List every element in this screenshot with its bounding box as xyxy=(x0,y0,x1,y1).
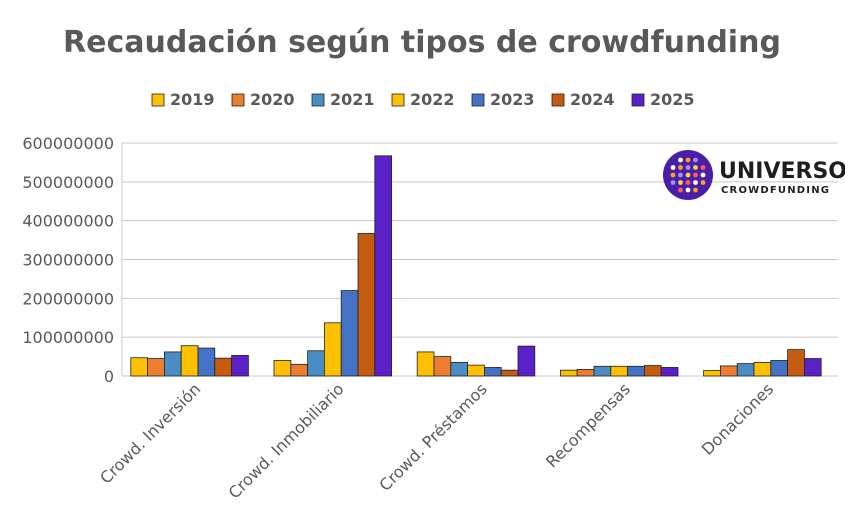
logo-name: UNIVERSO xyxy=(719,159,845,184)
bar-2023-0 xyxy=(197,347,216,377)
bar-2022-1 xyxy=(323,322,342,377)
bar-2025-2 xyxy=(517,345,536,377)
bar-2025-4 xyxy=(804,358,822,377)
x-tick-label: Crowd. Préstamos xyxy=(375,379,490,494)
bar-2020-0 xyxy=(147,358,165,377)
legend-label: 2021 xyxy=(330,90,375,109)
legend-swatch-2020 xyxy=(231,93,245,107)
bar-2022-0 xyxy=(180,345,199,377)
legend-label: 2020 xyxy=(250,90,295,109)
legend-label: 2019 xyxy=(170,90,215,109)
bar-2020-3 xyxy=(576,368,595,377)
legend-swatch-2025 xyxy=(631,93,645,107)
y-tick-label: 100000000 xyxy=(22,328,114,347)
logo-dot xyxy=(678,157,683,163)
bar-2024-0 xyxy=(214,357,233,377)
logo-dot xyxy=(693,187,698,193)
bar-2019-0 xyxy=(130,357,149,377)
legend: 2019 2020 2021 2022 2023 2024 2025 xyxy=(151,90,695,109)
logo-dot xyxy=(700,172,706,178)
logo-dot xyxy=(693,180,698,185)
logo-dot xyxy=(700,180,706,185)
logo-dot xyxy=(678,172,683,178)
legend-label: 2024 xyxy=(570,90,615,109)
legend-swatch-2023 xyxy=(471,93,485,107)
bar-2019-4 xyxy=(703,370,721,377)
bar-2023-1 xyxy=(340,290,359,377)
chart-title: Recaudación según tipos de crowdfunding xyxy=(63,25,781,60)
gridlines xyxy=(121,142,838,377)
logo-subtitle: CROWDFUNDING xyxy=(721,185,830,196)
bar-2023-4 xyxy=(770,360,788,377)
bar-2019-3 xyxy=(560,369,578,377)
logo-dot xyxy=(678,187,683,193)
y-tick-label: 600000000 xyxy=(22,134,114,153)
bar-2025-0 xyxy=(231,355,249,377)
legend-label: 2022 xyxy=(410,90,455,109)
x-tick-label: Donaciones xyxy=(698,379,777,458)
bar-2020-4 xyxy=(720,365,738,377)
logo-dot xyxy=(678,165,683,170)
x-tick-label: Recompensas xyxy=(542,379,634,471)
bar-2022-2 xyxy=(467,364,485,377)
y-tick-label: 400000000 xyxy=(22,212,114,231)
bar-2021-1 xyxy=(307,350,325,377)
bar-2021-0 xyxy=(163,351,182,377)
bar-2019-1 xyxy=(273,360,292,377)
bar-2022-3 xyxy=(610,365,628,377)
legend-label: 2025 xyxy=(650,90,695,109)
bar-2020-2 xyxy=(433,356,452,377)
legend-label: 2023 xyxy=(490,90,535,109)
logo-dot xyxy=(693,157,698,163)
y-axis-ticks: 0 100000000 200000000 300000000 400000000 500… xyxy=(22,134,114,386)
bar-2021-3 xyxy=(593,365,612,377)
legend-swatch-2021 xyxy=(311,93,325,107)
logo-dots xyxy=(670,157,706,193)
logo-dot xyxy=(670,172,676,178)
bar-2024-1 xyxy=(357,233,376,377)
logo-dot xyxy=(700,165,706,170)
logo-dot xyxy=(685,187,691,193)
logo-dot xyxy=(693,172,698,178)
logo-dot xyxy=(670,180,676,185)
x-tick-label: Crowd. Inmobiliario xyxy=(225,379,348,502)
logo-dot xyxy=(693,165,698,170)
logo-dot xyxy=(685,157,691,163)
bar-2021-4 xyxy=(736,363,755,377)
logo-dot xyxy=(685,172,691,178)
logo-dot xyxy=(685,165,691,170)
y-tick-label: 500000000 xyxy=(22,173,114,192)
bar-2025-1 xyxy=(374,155,392,377)
legend-swatch-2019 xyxy=(151,93,165,107)
logo-dot xyxy=(670,165,676,170)
bar-2024-4 xyxy=(787,349,805,377)
bar-2022-4 xyxy=(753,362,772,377)
y-tick-label: 0 xyxy=(104,367,114,386)
bar-2024-2 xyxy=(500,369,519,377)
bar-2023-2 xyxy=(483,367,502,377)
bar-2021-2 xyxy=(450,362,468,377)
bar-2024-3 xyxy=(644,365,662,377)
bars xyxy=(130,155,822,377)
logo-dot xyxy=(685,180,691,185)
x-axis-ticks: Crowd. Inversión Crowd. Inmobiliario Crowd… xyxy=(96,379,777,502)
bar-2023-3 xyxy=(627,365,645,377)
bar-2020-1 xyxy=(290,363,308,377)
bar-2025-3 xyxy=(660,367,679,377)
x-tick-label: Crowd. Inversión xyxy=(96,379,204,487)
logo-dot xyxy=(678,180,683,185)
y-tick-label: 200000000 xyxy=(22,289,114,308)
legend-swatch-2024 xyxy=(551,93,565,107)
bar-2019-2 xyxy=(416,351,435,377)
universo-crowdfunding-logo: UNIVERSO CROWDFUNDING xyxy=(663,150,845,200)
legend-swatch-2022 xyxy=(391,93,405,107)
y-tick-label: 300000000 xyxy=(22,251,114,270)
